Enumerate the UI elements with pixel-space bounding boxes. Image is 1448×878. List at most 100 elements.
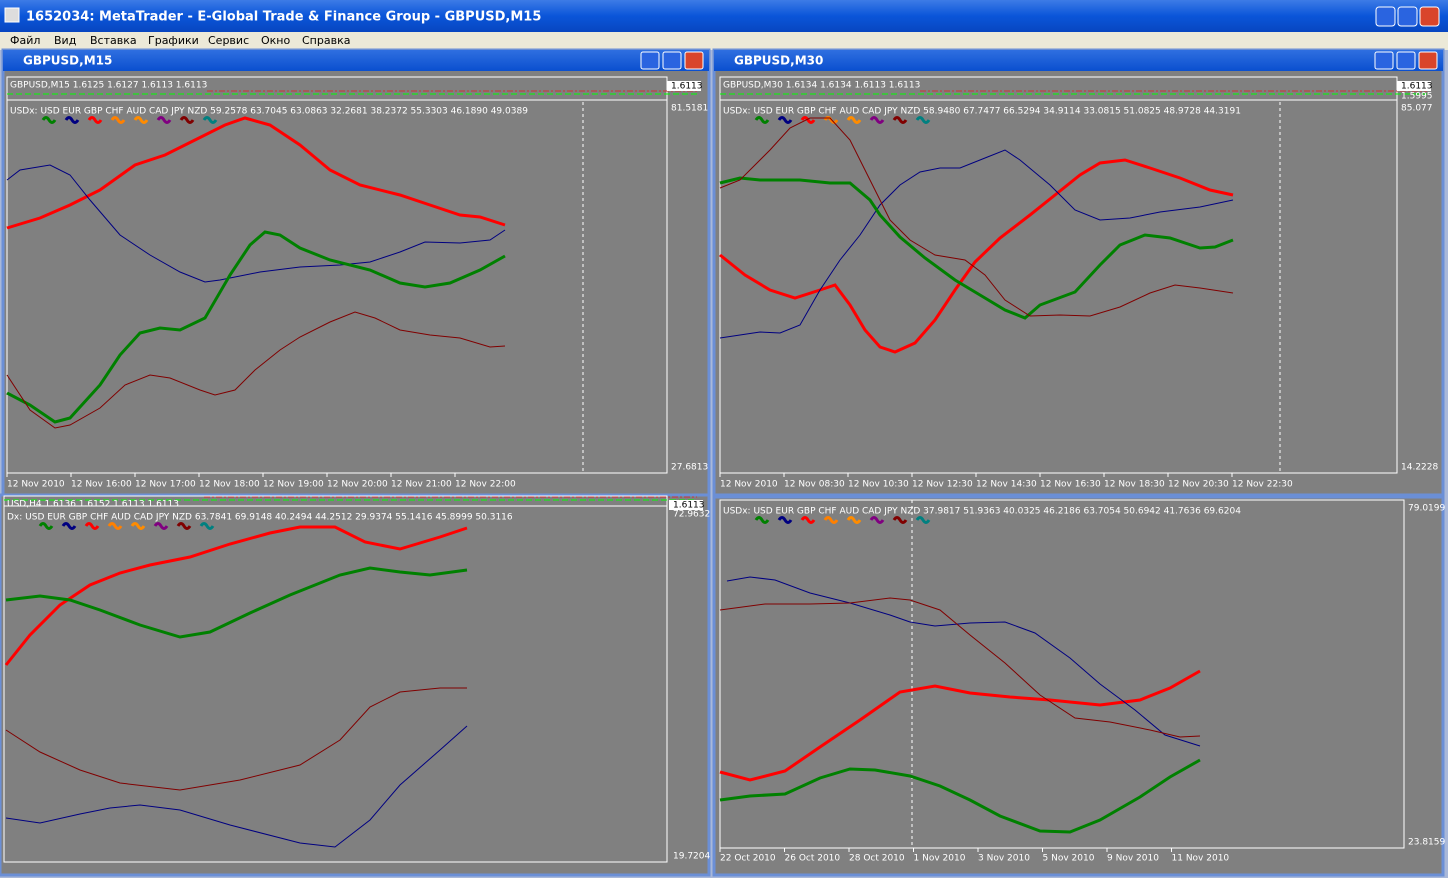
time-label: 12 Nov 14:30 [976, 480, 1037, 490]
axis-bottom: 19.7204 [673, 852, 710, 862]
legend-swatch [823, 516, 839, 524]
legend-swatch [84, 522, 100, 530]
time-label: 12 Nov 19:00 [263, 480, 324, 490]
time-label: 12 Nov 18:00 [199, 480, 260, 490]
legend-swatch [754, 516, 770, 524]
price-label: 1.6113 [1401, 82, 1433, 92]
legend-swatch [777, 516, 793, 524]
maximize[interactable] [1397, 6, 1418, 27]
time-label: 1 Nov 2010 [914, 854, 966, 864]
legend-swatch [130, 522, 146, 530]
time-label: 12 Nov 08:30 [784, 480, 845, 490]
axis-top: 81.5181 [671, 104, 708, 114]
legend-swatch [869, 516, 885, 524]
currency-line [5, 687, 467, 791]
legend-swatch [915, 516, 931, 524]
menu-item[interactable]: Вид [54, 34, 77, 47]
app-icon [4, 7, 20, 23]
time-label: 12 Nov 20:30 [1168, 480, 1229, 490]
currency-line [4, 525, 468, 666]
menu-item[interactable]: Графики [148, 34, 199, 47]
axis-top: 72.9632 [673, 510, 710, 520]
menu-item[interactable]: Вставка [90, 34, 137, 47]
time-label: 11 Nov 2010 [1172, 854, 1230, 864]
time-label: 12 Nov 16:00 [71, 480, 132, 490]
menu-item[interactable]: Файл [10, 34, 40, 47]
legend-swatch [41, 116, 57, 124]
currency-line [719, 117, 1234, 317]
indicator-label: USDx: USD EUR GBP CHF AUD CAD JPY NZD 58… [723, 107, 1241, 117]
menu-item[interactable]: Окно [261, 34, 290, 47]
legend-swatch [179, 116, 195, 124]
price-label: 1.5995 [1401, 92, 1433, 102]
currency-line [6, 116, 506, 230]
time-label: 12 Nov 17:00 [135, 480, 196, 490]
price-label: 1.6113 [671, 82, 703, 92]
window-title: GBPUSD,M30 [734, 54, 823, 68]
axis-bottom: 14.2228 [1401, 463, 1438, 473]
window-titlebar [714, 50, 1443, 71]
menubar [0, 32, 1448, 50]
legend-swatch [87, 116, 103, 124]
price-header: USD,H4 1.6136 1.6152 1.6113 1.6113 [7, 500, 179, 510]
time-label: 12 Nov 21:00 [391, 480, 452, 490]
legend-swatch [133, 116, 149, 124]
legend-swatch [754, 116, 770, 124]
menu-item[interactable]: Справка [302, 34, 350, 47]
indicator-pane [719, 499, 1405, 849]
axis-top: 79.0199 [1408, 504, 1445, 514]
time-label: 12 Nov 22:00 [455, 480, 516, 490]
legend-swatch [846, 116, 862, 124]
currency-line [6, 164, 506, 283]
minimize[interactable] [1374, 51, 1394, 70]
price-tag [669, 500, 703, 510]
time-label: 12 Nov 2010 [7, 480, 65, 490]
currency-line [5, 725, 468, 848]
app-titlebar [0, 0, 1448, 32]
close[interactable] [1419, 6, 1440, 27]
indicator-pane [3, 497, 668, 863]
price-tag [667, 81, 701, 91]
price-header: GBPUSD,M15 1.6125 1.6127 1.6113 1.6113 [10, 81, 207, 91]
currency-line [5, 566, 468, 639]
legend-swatch [777, 116, 793, 124]
time-label: 5 Nov 2010 [1043, 854, 1095, 864]
time-label: 12 Nov 18:30 [1104, 480, 1165, 490]
time-label: 12 Nov 22:30 [1232, 480, 1293, 490]
currency-line [719, 176, 1234, 320]
axis-bottom: 27.6813 [671, 463, 708, 473]
price-header: GBPUSD,M30 1.6134 1.6134 1.6113 1.6113 [723, 81, 920, 91]
legend-swatch [61, 522, 77, 530]
maximize[interactable] [1396, 51, 1416, 70]
indicator-label: USDx: USD EUR GBP CHF AUD CAD JPY NZD 37… [723, 507, 1241, 517]
time-label: 12 Nov 16:30 [1040, 480, 1101, 490]
axis-bottom: 23.8159 [1408, 838, 1445, 848]
close[interactable] [684, 51, 704, 70]
legend-swatch [176, 522, 192, 530]
currency-line [719, 597, 1201, 738]
legend-swatch [199, 522, 215, 530]
legend-swatch [64, 116, 80, 124]
price-label: 1.6113 [673, 501, 705, 511]
menu-item[interactable]: Сервис [208, 34, 249, 47]
minimize[interactable] [640, 51, 660, 70]
time-label: 3 Nov 2010 [978, 854, 1030, 864]
close[interactable] [1418, 51, 1438, 70]
currency-line [726, 576, 1201, 747]
legend-swatch [892, 516, 908, 524]
currency-line [719, 149, 1234, 339]
minimize[interactable] [1375, 6, 1396, 27]
app-title: 1652034: MetaTrader - E-Global Trade & F… [26, 10, 541, 25]
time-label: 12 Nov 12:30 [912, 480, 973, 490]
time-label: 9 Nov 2010 [1107, 854, 1159, 864]
legend-swatch [38, 522, 54, 530]
legend-swatch [892, 116, 908, 124]
indicator-pane [6, 76, 668, 474]
maximize[interactable] [662, 51, 682, 70]
currency-line [719, 669, 1201, 782]
window-buttons [1375, 6, 1440, 27]
currency-line [6, 230, 506, 424]
indicator-label: USDx: USD EUR GBP CHF AUD CAD JPY NZD 59… [10, 107, 528, 117]
